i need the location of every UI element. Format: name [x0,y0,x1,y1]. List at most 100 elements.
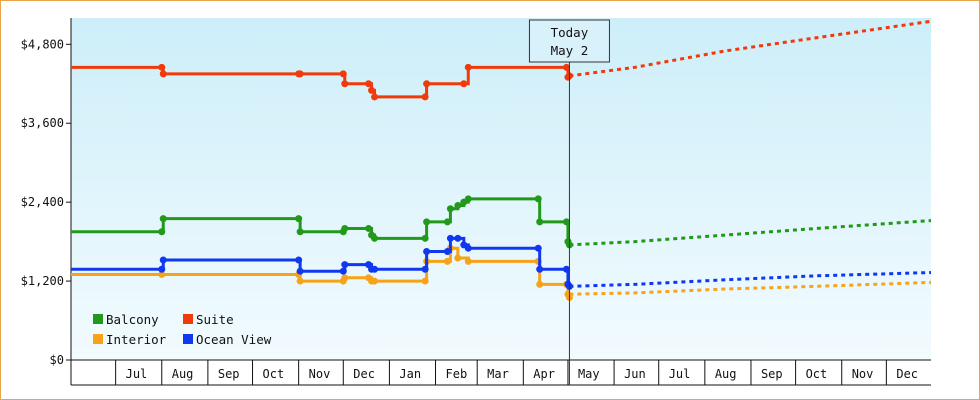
data-point [371,265,379,273]
forecast-line [569,219,932,247]
data-point [464,63,472,71]
legend-swatch [183,334,193,344]
legend: Balcony Suite Interior Ocean View [93,312,272,347]
data-point [446,234,454,242]
data-point [443,257,451,265]
x-tick-label: Aug [715,367,737,381]
data-point [339,267,347,275]
x-tick-label: Oct [806,367,828,381]
y-axis: $0 $1,200 $2,400 $3,600 $4,800 [21,18,72,385]
data-point [295,215,303,223]
data-point [159,215,167,223]
data-point [365,80,373,88]
y-tick-label: $2,400 [21,195,64,209]
data-point [158,265,166,273]
data-point [562,218,570,226]
data-point [421,234,429,242]
x-tick-label: Oct [263,367,285,381]
data-point [446,205,454,213]
x-tick-label: Feb [446,367,468,381]
x-tick-label: Jan [399,367,421,381]
legend-label: Suite [196,312,234,327]
legend-item: Suite [183,312,234,327]
data-point [464,195,472,203]
data-point [536,280,544,288]
data-point [421,265,429,273]
data-point [464,244,472,252]
data-point [454,234,462,242]
data-point [371,277,379,285]
x-tick-label: Dec [896,367,918,381]
data-point [534,244,542,252]
data-point [371,234,379,242]
y-tick-label: $4,800 [21,37,64,51]
data-point [562,265,570,273]
forecast-line [569,271,932,288]
today-label-box [528,19,610,63]
x-tick-label: Mar [487,367,509,381]
data-point [443,247,451,255]
data-point [562,63,570,71]
x-tick-label: Jul [126,367,148,381]
legend-item: Balcony [93,312,159,327]
data-point [341,224,349,232]
data-point [341,274,349,282]
data-point [296,267,304,275]
x-tick-label: Nov [852,367,874,381]
legend-label: Ocean View [196,332,272,347]
x-tick-label: Dec [353,367,375,381]
data-point [454,254,462,262]
today-label: Today [551,25,589,40]
data-point [341,80,349,88]
data-point [296,228,304,236]
legend-label: Balcony [106,312,159,327]
legend-swatch [93,334,103,344]
data-point [421,277,429,285]
data-point [460,80,468,88]
data-point [536,218,544,226]
forecast-line [569,19,932,78]
plot-area [71,18,931,360]
legend-item: Interior [93,332,167,347]
data-point [534,195,542,203]
data-point [158,271,166,278]
data-point [536,265,544,273]
series-line [71,246,571,298]
legend-swatch [93,314,103,324]
series-layer [71,19,932,302]
data-point [159,70,167,78]
data-point [296,70,304,78]
data-point [158,63,166,71]
x-tick-label: Jun [624,367,646,381]
forecast-line [569,280,932,296]
series-ocean-view [71,234,932,290]
today-marker: Today May 2 [528,19,610,385]
data-point [423,218,431,226]
data-point [423,80,431,88]
data-point [295,256,303,264]
x-tick-label: Nov [309,367,331,381]
x-tick-label: Sep [218,367,240,381]
data-point [371,93,379,101]
y-tick-label: $0 [50,353,64,367]
data-point [339,70,347,78]
x-tick-label: Apr [533,367,555,381]
x-axis: Jul Aug Sep Oct Nov Dec Jan Feb Mar Apr May Jun Jul A… [71,359,931,386]
series-suite [71,19,932,101]
data-point [158,228,166,236]
series-balcony [71,195,932,249]
data-point [296,277,304,285]
data-point [443,218,451,226]
today-date-label: May 2 [551,43,589,58]
data-point [368,86,376,94]
data-point [421,93,429,101]
x-tick-label: Aug [172,367,194,381]
data-point [464,257,472,265]
data-point [365,224,373,232]
data-point [423,247,431,255]
y-tick-label: $1,200 [21,274,64,288]
data-point [341,261,349,269]
legend-swatch [183,314,193,324]
legend-label: Interior [106,332,167,347]
